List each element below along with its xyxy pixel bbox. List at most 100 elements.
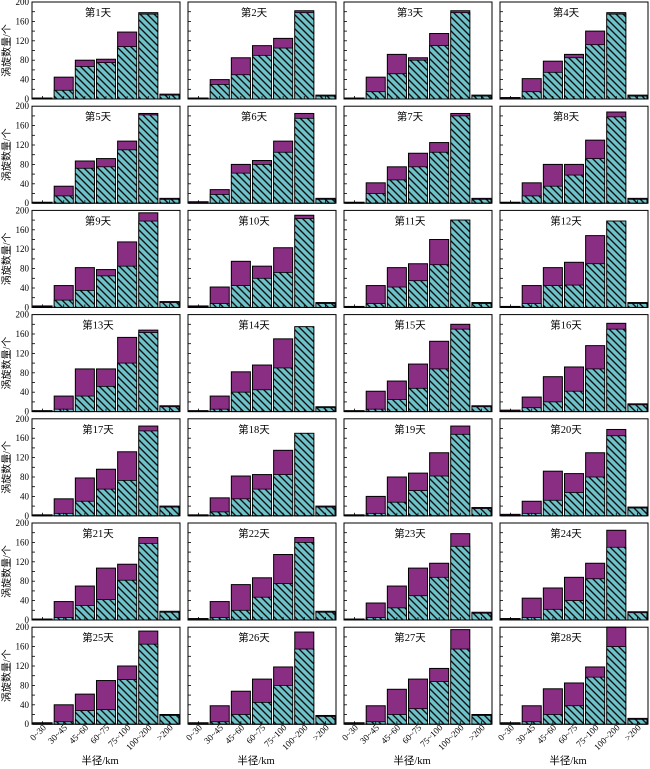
bar-cyan-16-4 <box>585 368 606 413</box>
panel-day-5: 第5天 0 40 80 120 160 200 涡旋数量/个 <box>0 101 181 208</box>
panel-day-22: 第22天 <box>187 522 337 621</box>
bar-cyan-12-4 <box>585 263 606 308</box>
x-tick-label: 0~30 <box>28 722 48 742</box>
y-tick-label: 120 <box>16 453 30 463</box>
bar-cyan-9-5 <box>138 220 159 308</box>
panel-day-19: 第19天 <box>343 418 493 517</box>
panel-title: 第14天 <box>238 319 270 332</box>
y-tick-label: 40 <box>20 700 30 710</box>
bar-cyan-1-3 <box>96 62 116 100</box>
panel-title: 第2天 <box>241 6 268 19</box>
panel-title: 第12天 <box>550 214 582 227</box>
bar-cyan-18-4 <box>273 474 294 517</box>
panel-day-1: 第1天 0 40 80 120 160 200 涡旋数量/个 <box>0 0 181 104</box>
bar-cyan-16-3 <box>564 390 584 413</box>
y-tick-label: 0 <box>25 198 30 208</box>
panel-day-13: 第13天 0 40 80 120 160 200 涡旋数量/个 <box>0 310 181 417</box>
x-tick-label: 45~60 <box>67 722 91 746</box>
y-tick-label: 160 <box>16 225 30 235</box>
y-tick-label: 200 <box>16 518 30 528</box>
bar-cyan-20-3 <box>564 492 584 517</box>
bar-cyan-19-5 <box>450 433 471 517</box>
bar-cyan-28-4 <box>585 676 606 725</box>
panel-title: 第3天 <box>397 6 424 19</box>
bar-cyan-24-5 <box>606 546 627 621</box>
bar-cyan-12-3 <box>564 284 584 308</box>
bar-cyan-22-3 <box>252 596 272 621</box>
y-axis-label: 涡旋数量/个 <box>0 233 13 286</box>
panel-day-25: 第25天 0 40 80 120 160 200 涡旋数量/个 <box>0 622 181 729</box>
panel-day-21: 第21天 0 40 80 120 160 200 涡旋数量/个 <box>0 518 181 625</box>
panel-title: 第23天 <box>394 527 426 540</box>
bar-cyan-10-4 <box>273 272 294 308</box>
bar-cyan-2-5 <box>294 12 315 100</box>
bar-cyan-27-5 <box>450 648 471 725</box>
bar-cyan-4-4 <box>585 44 606 100</box>
y-axis-label: 涡旋数量/个 <box>0 441 13 494</box>
bar-cyan-3-4 <box>429 45 450 100</box>
y-tick-label: 80 <box>20 576 30 586</box>
x-tick-label: >200 <box>155 722 176 743</box>
panel-day-28: 第28天 <box>499 626 649 725</box>
bar-cyan-3-3 <box>408 59 428 100</box>
panel-day-2: 第2天 <box>187 1 337 100</box>
bar-cyan-9-3 <box>96 275 116 308</box>
y-tick-label: 120 <box>16 348 30 358</box>
bar-cyan-8-4 <box>585 158 606 204</box>
bar-cyan-23-5 <box>450 545 471 621</box>
bar-cyan-24-4 <box>585 578 606 621</box>
bar-cyan-18-3 <box>252 488 272 517</box>
bar-cyan-12-2 <box>542 285 563 308</box>
y-tick-label: 0 <box>25 94 30 104</box>
bar-cyan-10-5 <box>294 218 315 308</box>
bar-cyan-6-5 <box>294 117 315 204</box>
y-tick-label: 0 <box>25 302 30 312</box>
bar-cyan-2-3 <box>252 54 272 100</box>
x-tick-label: 0~30 <box>184 722 204 742</box>
bar-cyan-11-5 <box>450 219 471 308</box>
bar-cyan-23-3 <box>408 595 428 621</box>
bar-cyan-2-4 <box>273 47 294 100</box>
bar-cyan-5-4 <box>117 149 138 204</box>
x-axis-label: 半径/km <box>81 754 118 767</box>
y-axis-label: 涡旋数量/个 <box>0 128 13 181</box>
panel-title: 第4天 <box>553 6 580 19</box>
bar-cyan-11-4 <box>429 264 450 308</box>
bar-cyan-3-2 <box>386 73 407 100</box>
bar-cyan-14-3 <box>252 389 272 412</box>
bar-cyan-15-3 <box>408 387 428 413</box>
bar-cyan-22-4 <box>273 583 294 621</box>
x-tick-label: 45~60 <box>223 722 247 746</box>
y-axis-label: 涡旋数量/个 <box>0 649 13 702</box>
bar-cyan-11-3 <box>408 280 428 308</box>
panel-day-17: 第17天 0 40 80 120 160 200 涡旋数量/个 <box>0 414 181 521</box>
y-tick-label: 200 <box>16 0 30 7</box>
y-tick-label: 80 <box>20 264 30 274</box>
panel-title: 第1天 <box>85 6 112 19</box>
y-tick-label: 40 <box>20 491 30 501</box>
bar-cyan-6-4 <box>273 151 294 204</box>
panel-title: 第24天 <box>550 527 582 540</box>
panel-title: 第16天 <box>550 319 582 332</box>
x-tick-label: 30~45 <box>514 722 538 746</box>
bar-cyan-4-3 <box>564 57 584 100</box>
y-tick-label: 80 <box>20 159 30 169</box>
y-tick-label: 80 <box>20 472 30 482</box>
y-tick-label: 160 <box>16 642 30 652</box>
y-tick-label: 160 <box>16 433 30 443</box>
panel-title: 第21天 <box>82 527 114 540</box>
panel-day-9: 第9天 0 40 80 120 160 200 涡旋数量/个 <box>0 205 181 312</box>
y-tick-label: 160 <box>16 537 30 547</box>
bar-cyan-20-5 <box>606 435 627 517</box>
panel-day-23: 第23天 <box>343 522 493 621</box>
bar-total-15-1 <box>365 390 386 413</box>
bar-cyan-5-5 <box>138 114 159 204</box>
y-tick-label: 40 <box>20 596 30 606</box>
bar-cyan-20-4 <box>585 476 606 517</box>
y-tick-label: 80 <box>20 680 30 690</box>
y-tick-label: 200 <box>16 101 30 111</box>
bar-cyan-1-2 <box>74 66 95 100</box>
bar-cyan-13-3 <box>96 385 116 413</box>
panel-day-26: 第26天 <box>187 626 337 725</box>
